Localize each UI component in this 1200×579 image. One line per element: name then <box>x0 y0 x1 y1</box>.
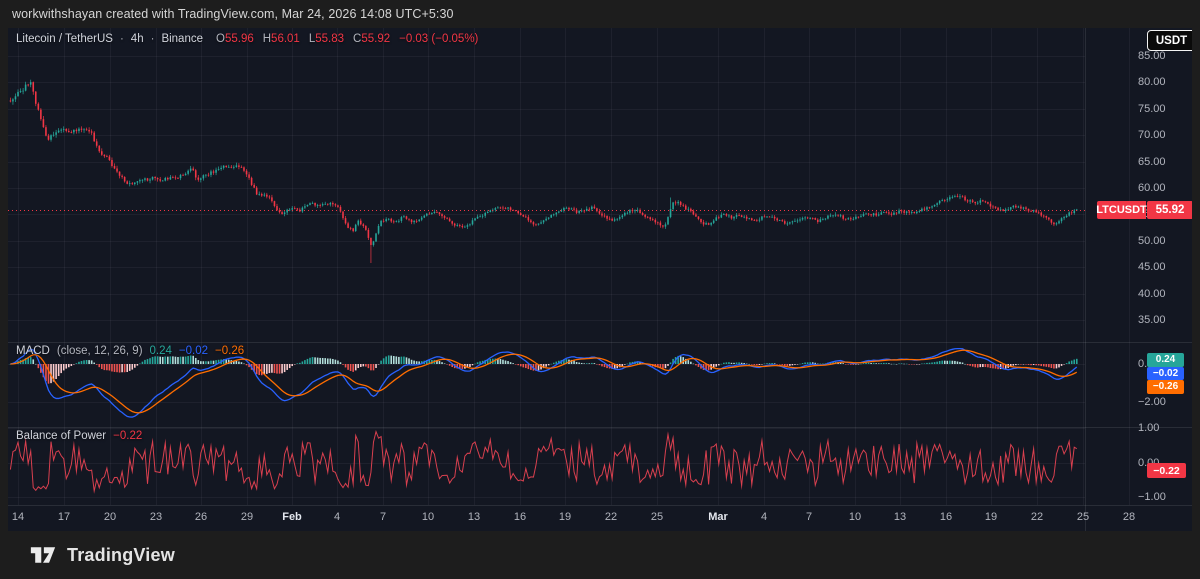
time-tick-label: Feb <box>282 511 302 523</box>
legend-separator: · <box>120 33 124 45</box>
price-tick-label: 80.00 <box>1138 76 1186 88</box>
brand-bar: TradingView <box>0 531 1200 579</box>
macd-histogram-badge: 0.24 <box>1147 353 1184 367</box>
bop-badge: −0.22 <box>1147 463 1186 478</box>
time-tick-label: 22 <box>1031 511 1043 523</box>
time-tick-label: 17 <box>58 511 70 523</box>
time-tick-label: 28 <box>1123 511 1135 523</box>
ohlc-close: C55.92 <box>353 33 390 45</box>
price-tick-label: 50.00 <box>1138 235 1186 247</box>
price-tick-label: 35.00 <box>1138 314 1186 326</box>
time-tick-label: 16 <box>514 511 526 523</box>
price-tick-label: 60.00 <box>1138 182 1186 194</box>
macd-tick-label: −2.00 <box>1138 396 1186 408</box>
macd-signal-badge: −0.26 <box>1147 380 1184 394</box>
price-tick-label: 70.00 <box>1138 129 1186 141</box>
price-tick-label: 45.00 <box>1138 261 1186 273</box>
price-change: −0.03 (−0.05%) <box>399 33 478 45</box>
time-tick-label: 19 <box>985 511 997 523</box>
time-tick-label: 13 <box>894 511 906 523</box>
time-tick-label: 22 <box>605 511 617 523</box>
bop-title: Balance of Power <box>16 430 106 442</box>
price-tick-label: 85.00 <box>1138 50 1186 62</box>
macd-params: (close, 12, 26, 9) <box>57 345 143 357</box>
bop-tick-label: −1.00 <box>1138 491 1186 503</box>
price-tick-label: 65.00 <box>1138 156 1186 168</box>
time-tick-label: 14 <box>12 511 24 523</box>
macd-histogram-value: 0.24 <box>150 345 172 357</box>
price-chart-canvas[interactable] <box>8 28 1192 531</box>
ohlc-low: L55.83 <box>309 33 344 45</box>
ohlc-open: O55.96 <box>216 33 254 45</box>
price-tick-label: 40.00 <box>1138 288 1186 300</box>
time-tick-label: 10 <box>849 511 861 523</box>
bop-tick-label: 1.00 <box>1138 422 1186 434</box>
time-tick-label: 4 <box>761 511 767 523</box>
ohlc-values: O55.96 H56.01 L55.83 C55.92 −0.03 (−0.05… <box>216 33 478 45</box>
ohlc-high: H56.01 <box>263 33 300 45</box>
time-tick-label: 7 <box>806 511 812 523</box>
price-tick-label: 75.00 <box>1138 103 1186 115</box>
macd-title: MACD <box>16 345 50 357</box>
symbol-price-badge-value: 55.92 <box>1147 201 1192 219</box>
symbol-title: Litecoin / TetherUS <box>16 33 113 45</box>
symbol-exchange: Binance <box>161 33 203 45</box>
symbol-interval: 4h <box>131 33 144 45</box>
time-tick-label: 20 <box>104 511 116 523</box>
time-tick-label: 16 <box>940 511 952 523</box>
time-tick-label: 25 <box>651 511 663 523</box>
symbol-legend: Litecoin / TetherUS · 4h · Binance O55.9… <box>16 33 478 45</box>
macd-line-badge: −0.02 <box>1147 367 1184 381</box>
macd-legend: MACD (close, 12, 26, 9) 0.24 −0.02 −0.26 <box>16 345 244 357</box>
currency-toggle-button[interactable]: USDT <box>1147 30 1192 51</box>
tradingview-logo-text[interactable]: TradingView <box>67 545 175 566</box>
time-tick-label: 13 <box>468 511 480 523</box>
time-tick-label: 29 <box>241 511 253 523</box>
snapshot-caption: workwithshayan created with TradingView.… <box>12 0 454 28</box>
legend-separator: · <box>151 33 155 45</box>
symbol-price-badge-label: LTCUSDT <box>1097 201 1146 219</box>
macd-signal-value: −0.26 <box>215 345 244 357</box>
tradingview-snapshot: { "frame": { "top_caption": "workwithsha… <box>0 0 1200 579</box>
time-tick-label: 26 <box>195 511 207 523</box>
time-tick-label: 10 <box>422 511 434 523</box>
bop-value: −0.22 <box>113 430 142 442</box>
time-tick-label: 23 <box>150 511 162 523</box>
time-tick-label: 25 <box>1077 511 1089 523</box>
tradingview-logo-icon[interactable] <box>28 542 58 568</box>
macd-line-value: −0.02 <box>179 345 208 357</box>
time-tick-label: Mar <box>708 511 728 523</box>
bop-legend: Balance of Power −0.22 <box>16 430 142 442</box>
time-tick-label: 4 <box>334 511 340 523</box>
time-tick-label: 7 <box>380 511 386 523</box>
time-tick-label: 19 <box>559 511 571 523</box>
chart-window: Litecoin / TetherUS · 4h · Binance O55.9… <box>8 28 1192 531</box>
